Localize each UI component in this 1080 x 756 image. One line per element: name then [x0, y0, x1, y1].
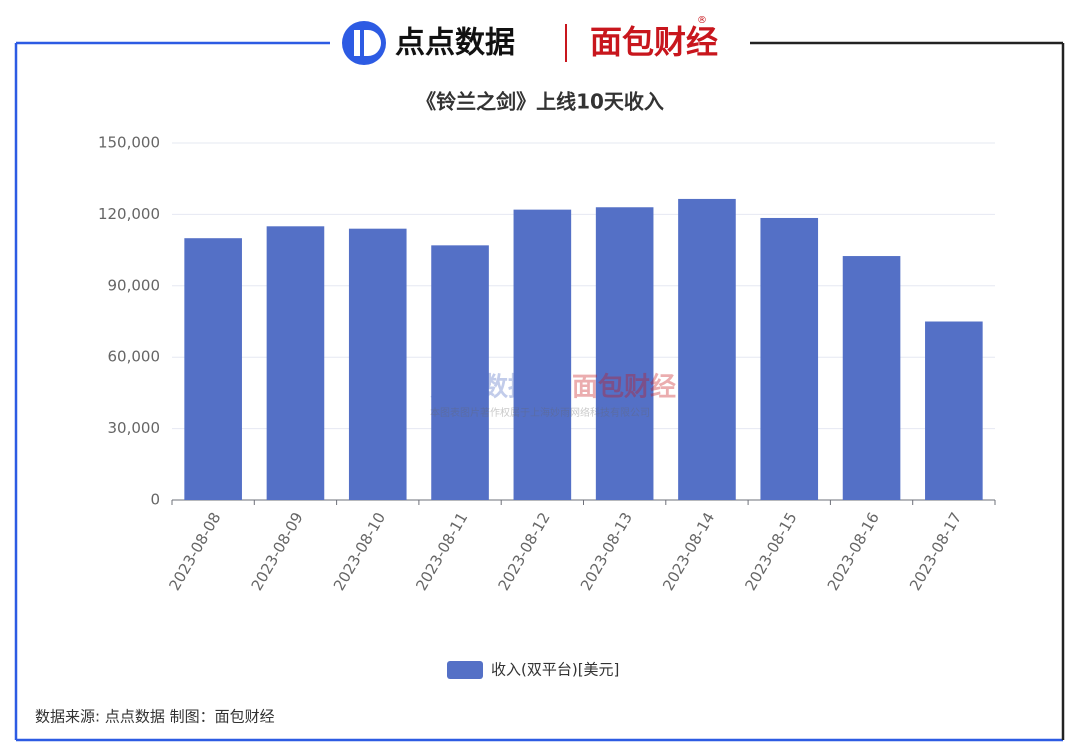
bar	[348, 228, 407, 500]
bar	[266, 226, 325, 501]
footer-source: 数据来源: 点点数据 制图：面包财经	[35, 708, 275, 726]
frame	[14, 41, 1065, 742]
logo-icon-bar	[354, 30, 360, 56]
bar	[760, 217, 819, 500]
logo: 点点数据 面包财经 ®	[342, 15, 718, 65]
logo-brand: 点点数据	[395, 26, 515, 61]
legend-swatch	[447, 661, 483, 679]
y-tick-label: 0	[150, 491, 160, 509]
logo-icon-d	[364, 30, 381, 56]
y-tick-label: 150,000	[98, 134, 160, 152]
watermark-brand: 点点数据	[430, 372, 534, 403]
legend-label: 收入(双平台)[美元]	[491, 661, 619, 679]
watermark: 点点数据 面包财经 本图表图片著作权属于上海妙雨网络科技有限公司	[430, 372, 676, 420]
bar	[678, 198, 736, 500]
y-tick-label: 60,000	[108, 348, 161, 366]
y-tick-label: 30,000	[108, 419, 161, 437]
bar	[842, 256, 901, 500]
bar	[925, 321, 983, 500]
watermark-notice: 本图表图片著作权属于上海妙雨网络科技有限公司	[430, 406, 650, 419]
watermark-partner: 面包财经	[572, 372, 676, 403]
bar	[184, 238, 242, 500]
chart-title: 《铃兰之剑》上线10天收入	[416, 90, 664, 114]
y-tick-label: 90,000	[108, 276, 161, 294]
bar	[595, 207, 654, 500]
bar	[431, 245, 489, 500]
y-tick-label: 120,000	[98, 205, 160, 223]
logo-partner: 面包财经	[590, 23, 718, 61]
bar	[513, 209, 572, 500]
registered-mark: ®	[697, 15, 707, 26]
